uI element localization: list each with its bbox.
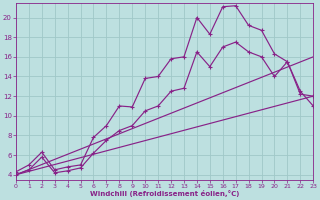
X-axis label: Windchill (Refroidissement éolien,°C): Windchill (Refroidissement éolien,°C) — [90, 190, 239, 197]
